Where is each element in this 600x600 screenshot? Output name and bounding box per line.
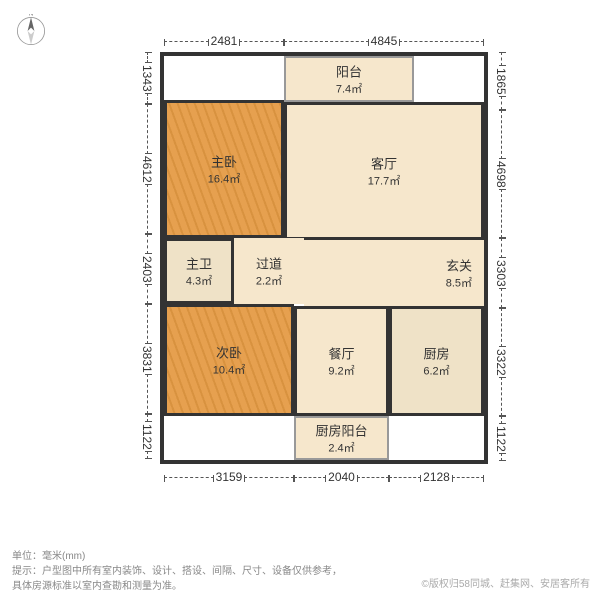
- dim-v-1122: 1122: [494, 416, 508, 461]
- room-living: 客厅17.7㎡: [284, 102, 484, 240]
- room-label-dining: 餐厅9.2㎡: [297, 344, 386, 379]
- room-kitchen: 厨房6.2㎡: [389, 306, 484, 416]
- room-label-balcony: 阳台7.4㎡: [286, 62, 412, 97]
- footer-notes: 单位：毫米(mm) 提示：户型图中所有室内装饰、设计、搭设、间隔、尺寸、设备仅供…: [12, 549, 342, 594]
- room-foyer: 玄关8.5㎡: [304, 240, 484, 306]
- room-label-kbalcony: 厨房阳台2.4㎡: [296, 421, 387, 456]
- dim-v-1343: 1343: [140, 52, 154, 104]
- room-kbalcony: 厨房阳台2.4㎡: [294, 416, 389, 460]
- dim-v-3831: 3831: [140, 304, 154, 414]
- dim-v-4612: 4612: [140, 104, 154, 234]
- dim-v-1865: 1865: [494, 52, 508, 110]
- room-balcony: 阳台7.4㎡: [284, 56, 414, 102]
- dim-v-4698: 4698: [494, 110, 508, 238]
- room-label-kitchen: 厨房6.2㎡: [392, 344, 481, 379]
- room-label-second: 次卧10.4㎡: [167, 343, 291, 378]
- dim-v-2403: 2403: [140, 234, 154, 304]
- dim-h-3159: 3159: [164, 470, 294, 484]
- dim-h-2040: 2040: [294, 470, 389, 484]
- room-mbath: 主卫4.3㎡: [164, 238, 234, 304]
- room-dining: 餐厅9.2㎡: [294, 306, 389, 416]
- room-master: 主卧16.4㎡: [164, 100, 284, 238]
- room-label-mbath: 主卫4.3㎡: [167, 254, 231, 289]
- dim-h-2128: 2128: [389, 470, 484, 484]
- dim-v-3303: 3303: [494, 238, 508, 308]
- compass-icon: N: [14, 14, 48, 48]
- room-label-living: 客厅17.7㎡: [287, 154, 481, 189]
- dim-h-4845: 4845: [284, 34, 484, 48]
- copyright-text: ©版权归58同城、赶集网、安居客所有: [422, 575, 591, 590]
- compass-north-label: N: [29, 14, 33, 18]
- room-second: 次卧10.4㎡: [164, 304, 294, 416]
- disclaimer-1: 提示：户型图中所有室内装饰、设计、搭设、间隔、尺寸、设备仅供参考，: [12, 564, 342, 579]
- unit-label: 单位：毫米(mm): [12, 549, 342, 564]
- dim-h-2481: 2481: [164, 34, 284, 48]
- disclaimer-2: 具体房源标准以室内查勘和测量为准。: [12, 579, 342, 594]
- room-label-corridor: 过道2.2㎡: [234, 254, 304, 289]
- room-label-master: 主卧16.4㎡: [167, 152, 281, 187]
- room-corridor: 过道2.2㎡: [234, 238, 304, 304]
- floorplan-stage: N 阳台7.4㎡客厅17.7㎡主卧16.4㎡主卫4.3㎡过道2.2㎡玄关8.5㎡…: [0, 0, 600, 600]
- room-label-foyer: 玄关8.5㎡: [304, 256, 484, 291]
- dim-v-1122: 1122: [140, 414, 154, 459]
- dim-v-3322: 3322: [494, 308, 508, 416]
